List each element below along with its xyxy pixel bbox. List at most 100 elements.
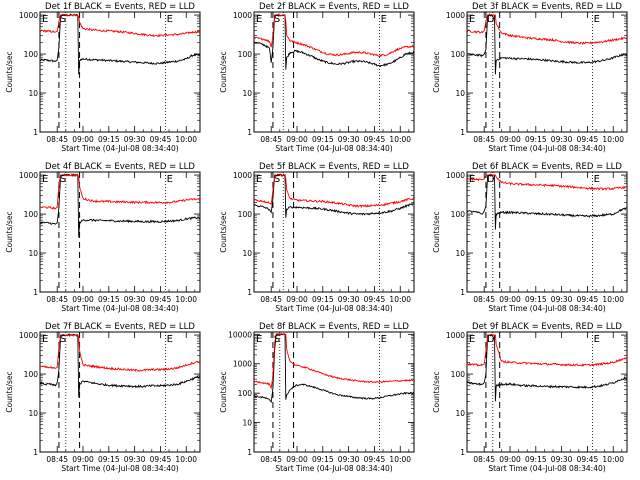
events-series-line [254,173,414,218]
y-axis-label: Counts/sec [5,371,14,412]
event-label: E [167,334,173,345]
x-axis: 08:45 09:00 09:15 09:30 09:45 10:00 [46,172,197,304]
x-tick-label: 09:30 [124,455,146,464]
plot-area [467,12,627,132]
x-tick-label: 09:15 [98,295,120,304]
y-tick-label: 10000 [228,330,252,339]
x-tick-label: 09:45 [577,135,599,144]
x-tick-label: 10:00 [175,135,197,144]
y-axis-label: Counts/sec [432,211,441,252]
y-tick-label: 100 [451,50,466,59]
event-label: E [594,14,600,25]
x-axis: 08:45 09:00 09:15 09:30 09:45 10:00 [46,332,197,464]
plot-area [40,332,200,452]
y-tick-label: 100 [24,210,39,219]
y-tick-label: 1000 [19,11,38,20]
x-tick-label: 10:00 [602,455,624,464]
x-axis: 08:45 09:00 09:15 09:30 09:45 10:00 [260,332,411,464]
x-axis-label: Start Time (04-Jul-08 08:34:40) [275,464,392,473]
panel-title: Det 9f BLACK = Events, RED = LLD [472,322,622,332]
x-axis: 08:45 09:00 09:15 09:30 09:45 10:00 [473,332,624,464]
x-axis-label: Start Time (04-Jul-08 08:34:40) [488,304,605,313]
panel-title: Det 3f BLACK = Events, RED = LLD [472,2,622,12]
event-label: E [469,334,475,345]
event-label: D [487,174,495,185]
x-tick-label: 09:45 [364,455,386,464]
y-tick-label: 1000 [446,171,465,180]
y-tick-label: 1000 [446,11,465,20]
y-tick-label: 100 [451,210,466,219]
x-tick-label: 09:15 [98,135,120,144]
y-tick-label: 100 [24,50,39,59]
y-tick-label: 1000 [233,360,252,369]
x-axis: 08:45 09:00 09:15 09:30 09:45 10:00 [473,172,624,304]
panel-title: Det 1f BLACK = Events, RED = LLD [45,2,195,12]
event-label: S [274,174,280,185]
x-axis-label: Start Time (04-Jul-08 08:34:40) [61,144,178,153]
detector-panel-1: Det 1f BLACK = Events, RED = LLD 1 10 100 10… [5,2,201,153]
lld-series-line [254,332,414,390]
event-label: E [42,14,48,25]
y-tick-label: 100 [238,389,253,398]
event-label: S [274,334,280,345]
y-tick-label: 1 [247,448,252,457]
x-tick-label: 09:00 [72,135,94,144]
plot-area [467,332,627,452]
y-tick-label: 10 [455,89,465,98]
lld-series-line [467,333,627,367]
plot-area [40,12,200,132]
x-tick-label: 09:30 [338,295,360,304]
event-label: D [487,14,495,25]
x-tick-label: 09:15 [525,295,547,304]
x-axis-label: Start Time (04-Jul-08 08:34:40) [275,144,392,153]
y-tick-label: 1 [33,448,38,457]
lld-series-line [40,173,200,210]
y-tick-label: 1 [33,288,38,297]
event-label: E [469,14,475,25]
y-tick-label: 10 [242,249,252,258]
x-tick-label: 09:00 [286,135,308,144]
detector-panel-8: Det 8f BLACK = Events, RED = LLD 1 10 100 10… [219,322,415,473]
plot-area [40,172,200,292]
x-tick-label: 09:30 [551,295,573,304]
detector-panel-7: Det 7f BLACK = Events, RED = LLD 1 10 100 10… [5,322,201,473]
panel-title: Det 5f BLACK = Events, RED = LLD [259,162,409,172]
lld-series-line [40,13,200,38]
plot-frame [253,171,415,293]
y-axis-label: Counts/sec [432,371,441,412]
event-label: E [469,174,475,185]
x-tick-label: 09:00 [499,295,521,304]
x-tick-label: 10:00 [389,455,411,464]
y-tick-label: 1000 [19,171,38,180]
event-label: E [256,174,262,185]
x-tick-label: 09:45 [150,455,172,464]
plot-frame [466,11,628,133]
event-label: E [594,174,600,185]
x-tick-label: 09:45 [150,295,172,304]
y-tick-label: 10 [455,409,465,418]
panel-title: Det 7f BLACK = Events, RED = LLD [45,322,195,332]
y-axis-label: Counts/sec [219,371,228,412]
x-tick-label: 08:45 [260,455,282,464]
x-tick-label: 09:45 [364,135,386,144]
x-axis: 08:45 09:00 09:15 09:30 09:45 10:00 [260,12,411,144]
plot-area [254,332,414,452]
event-label: E [256,14,262,25]
event-label: D [487,334,495,345]
x-axis-label: Start Time (04-Jul-08 08:34:40) [61,464,178,473]
y-axis-label: Counts/sec [219,211,228,252]
event-label: E [167,14,173,25]
x-tick-label: 09:15 [525,455,547,464]
x-tick-label: 08:45 [260,135,282,144]
event-label: E [42,334,48,345]
x-tick-label: 09:00 [286,295,308,304]
x-tick-label: 08:45 [46,135,68,144]
lld-series-line [40,333,200,372]
y-axis: 1 10 100 1000 [446,171,627,297]
x-tick-label: 09:15 [525,135,547,144]
x-tick-label: 09:30 [338,135,360,144]
x-tick-label: 09:45 [577,295,599,304]
lld-series-line [467,173,627,191]
x-tick-label: 10:00 [389,135,411,144]
detector-panel-6: Det 6f BLACK = Events, RED = LLD 1 10 100 10… [432,162,628,313]
